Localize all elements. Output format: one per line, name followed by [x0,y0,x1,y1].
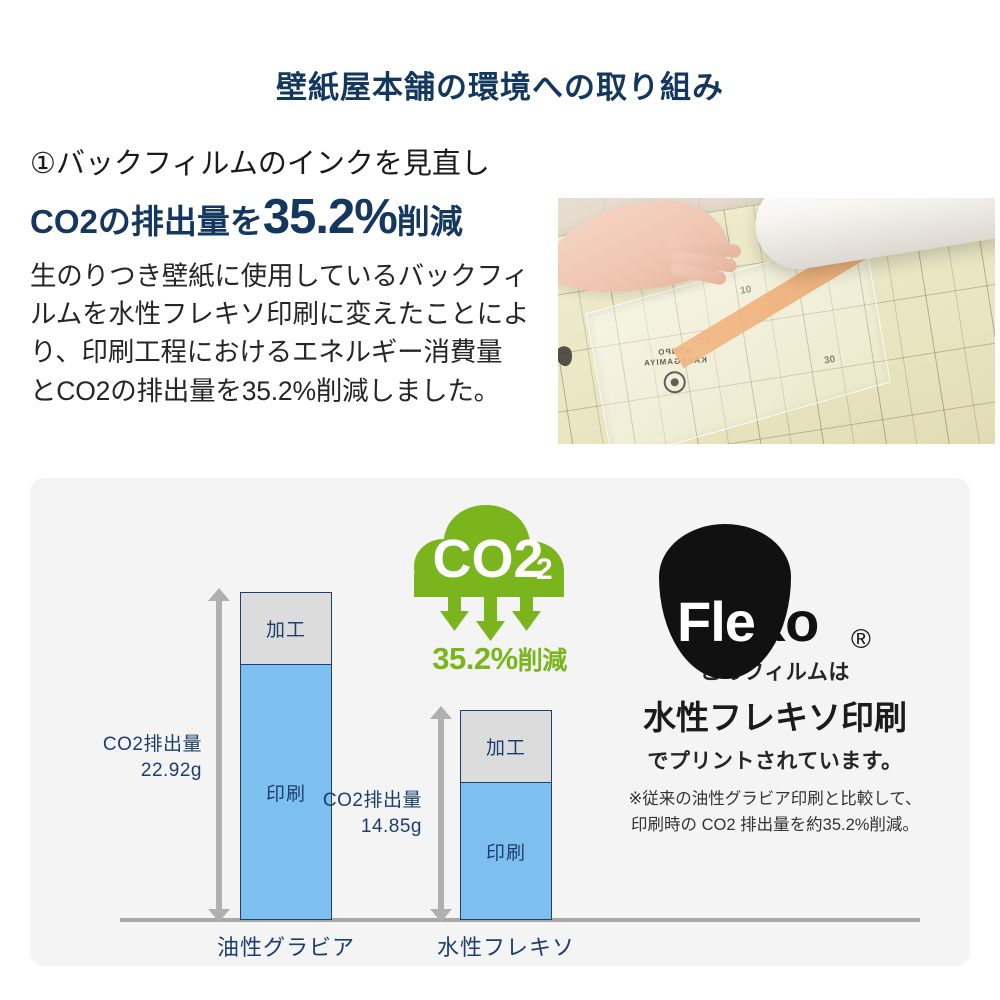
chart-bar-gravure-segment-print: 印刷 [241,665,331,919]
chart-bar-flexo-segment-print: 印刷 [461,783,551,919]
co2-cloud-subscript: 2 [536,553,553,586]
arrow-head-down-icon [430,909,452,922]
co2-reduction-suffix: 削減 [517,647,568,675]
comparison-panel: CO2排出量 22.92g 加工 印刷 油性グラビア CO2排出量 14.85g… [30,478,970,966]
chart-value-label-flexo-title: CO2排出量 [322,790,422,811]
chart-measure-arrow-gravure [208,588,230,922]
intro-body-line-3: り、印刷工程におけるエネルギー消費量 [30,337,503,368]
flexo-block: Flexo ® このフィルムは 水性フレキソ印刷 でプリントされています。 ※従… [610,524,940,838]
flexo-wordmark: Flexo [677,594,819,650]
flexo-footnote: ※従来の油性グラビア印刷と比較して、 印刷時の CO2 排出量を約35.2%削減… [610,787,940,838]
intro-column: ①バックフィルムのインクを見直し CO2の排出量を 35.2% 削減 生のりつき壁紙… [30,148,550,410]
chart-category-label-flexo: 水性フレキソ [436,935,575,960]
flexo-wordmark-outside: xo [754,590,819,653]
flexo-text-line-3: でプリントされています。 [647,750,903,773]
chart-bar-gravure: 加工 印刷 [240,592,332,920]
co2-reduction-text: 35.2%削減 [402,641,597,677]
chart-baseline [120,918,920,922]
intro-headline: CO2の排出量を 35.2% 削減 [30,189,550,247]
co2-cloud-label: CO2 [432,529,543,589]
flexo-footnote-line-1: ※従来の油性グラビア印刷と比較して、 [628,790,922,808]
flexo-wordmark-inside: Fle [677,590,756,653]
co2-reduction-value: 35.2% [432,641,518,676]
chart-category-label-gravure: 油性グラビア [216,935,355,960]
flexo-footnote-line-2: 印刷時の CO2 排出量を約35.2%削減。 [631,815,919,834]
flexo-text-line-1: このフィルムは [700,661,850,684]
flexo-text-line-2: 水性フレキソ印刷 [643,699,907,736]
chart-value-label-gravure: CO2排出量 22.92g [90,732,202,783]
chart-value-label-flexo: CO2排出量 14.85g [308,788,422,839]
arrow-shaft [216,598,222,912]
chart-bar-flexo: 加工 印刷 [460,710,552,920]
intro-body-text: 生のりつき壁紙に使用しているバックフィ ルムを水性フレキソ印刷に変えたことによ … [30,257,550,410]
co2-cloud-icon: CO2 2 [414,505,564,641]
chart-value-label-gravure-title: CO2排出量 [102,734,202,755]
arrow-head-up-icon [208,588,230,601]
intro-headline-suffix: 削減 [396,203,463,241]
arrow-head-up-icon [430,706,452,719]
chart-bar-flexo-segment-process: 加工 [461,711,551,783]
chart-bar-gravure-segment-process: 加工 [241,593,331,665]
intro-body-line-2: ルムを水性フレキソ印刷に変えたことによ [30,299,530,330]
arrow-head-down-icon [208,909,230,922]
co2-cloud-block: CO2 2 35.2%削減 [408,501,588,686]
arrow-shaft [438,716,444,912]
flexo-droplet-logo: Flexo ® [625,524,925,679]
page-title: 壁紙屋本舗の環境への取り組み [276,70,724,105]
intro-body-line-4: とCO2の排出量を35.2%削減しました。 [30,375,500,406]
chart-value-label-flexo-value: 14.85g [360,815,422,837]
product-photo: 0 10 20 30 HONPO KABEGAMIYA [558,198,995,444]
registered-trademark-icon: ® [851,624,871,654]
intro-body-line-1: 生のりつき壁紙に使用しているバックフィ [30,261,529,292]
chart-value-label-gravure-value: 22.92g [140,759,202,781]
chart-measure-arrow-flexo [430,706,452,922]
intro-headline-prefix: CO2の排出量を [30,203,263,241]
intro-lead-text: ①バックフィルムのインクを見直し [30,148,490,180]
intro-headline-value: 35.2% [262,190,398,245]
